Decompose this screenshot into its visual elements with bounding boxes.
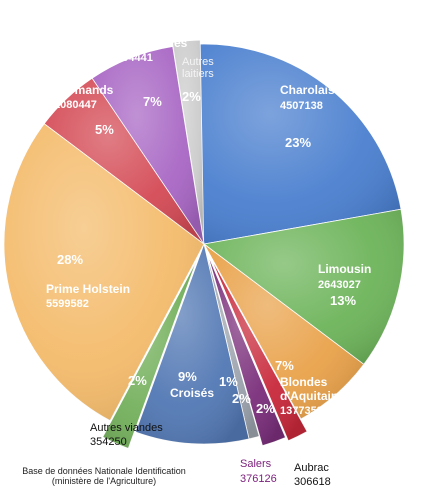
source-note: Base de données Nationale Identification… — [4, 466, 204, 486]
pie-slice-shading — [3, 123, 205, 421]
slice-pct-monbeliardes: 7% — [143, 94, 162, 109]
label-autres-laitiers-2: laitiers — [182, 68, 214, 80]
label-blondes-name-2: d'Aquitaine — [280, 389, 345, 403]
label-normands-name: Normands — [54, 83, 114, 97]
slice-pct-autres-laitiers: 2% — [182, 89, 201, 104]
pie-slice-shading — [183, 44, 401, 244]
label-autres-laitiers-1: Autres — [182, 56, 214, 68]
label-autres-viandes-value: 354250 — [90, 436, 127, 448]
pie-slice-shading — [44, 78, 204, 245]
pie-slice-shading — [210, 256, 308, 441]
slice-pct-salers: 2% — [232, 391, 251, 406]
pie-slices — [3, 39, 405, 449]
label-aubrac-name: Aubrac — [294, 462, 329, 474]
slice-pct-autres: 1% — [219, 374, 238, 389]
slice-pct-autres-viandes: 2% — [128, 373, 147, 388]
label-normands-value: 1080447 — [54, 99, 97, 111]
pie-slice-shading — [204, 209, 404, 365]
label-prime-value: 5599582 — [46, 298, 89, 310]
pie-slice-shading — [172, 40, 204, 241]
label-aubrac-value: 306618 — [294, 476, 331, 488]
slice-pct-limousin: 13% — [330, 293, 356, 308]
label-limousin-value: 2643027 — [318, 279, 361, 291]
source-line-1: Base de données Nationale Identification — [22, 466, 186, 476]
slice-pct-aubrac: 2% — [256, 401, 275, 416]
slice-pct-normands: 5% — [95, 122, 114, 137]
pie-slice-shading — [207, 253, 286, 446]
label-autres-viandes-name: Autres viandes — [90, 422, 163, 434]
label-charolais-name: Charolais — [280, 83, 335, 97]
slice-pct-prime-holstein: 28% — [57, 252, 83, 267]
label-blondes-name-1: Blondes — [280, 375, 328, 389]
slice-pct-blondes: 7% — [275, 358, 294, 373]
label-monbeliardes-value: 1404441 — [110, 52, 153, 64]
pie-slice-shading — [102, 260, 197, 449]
slice-pct-croises: 9% — [178, 369, 197, 384]
slice-pct-charolais: 23% — [285, 135, 311, 150]
label-salers-name: Salers — [240, 458, 272, 470]
pie-slice-shading — [204, 244, 364, 419]
label-charolais-value: 4507138 — [280, 100, 323, 112]
pie-slice-shading — [204, 244, 260, 439]
label-croises-name: Croisés — [170, 386, 214, 400]
label-blondes-value: 1377358 — [280, 405, 323, 417]
pie-slice-shading — [135, 244, 249, 444]
label-limousin-name: Limousin — [318, 262, 371, 276]
source-line-2: (ministère de l'Agriculture) — [51, 476, 157, 486]
label-salers-value: 376126 — [240, 473, 277, 485]
pie-slice-shading — [92, 46, 204, 244]
label-prime-name: Prime Holstein — [46, 282, 130, 296]
label-monbeliardes-name: Monbéliardes — [110, 36, 188, 50]
